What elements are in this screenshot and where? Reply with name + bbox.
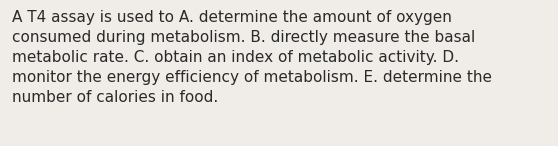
Text: A T4 assay is used to A. determine the amount of oxygen
consumed during metaboli: A T4 assay is used to A. determine the a… xyxy=(12,10,492,105)
